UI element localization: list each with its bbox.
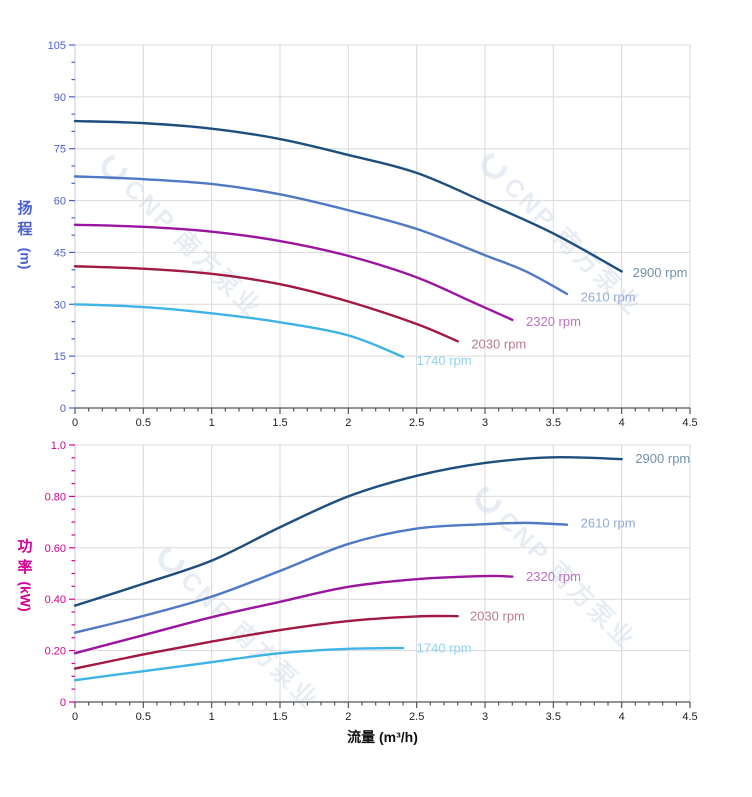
x-tick-label: 1 [209,711,215,723]
y-tick-label: 75 [54,144,66,156]
power-axis-char1: 功 [17,538,33,555]
curve-2030-rpm [73,265,459,343]
x-tick-label: 0.5 [136,711,151,723]
curve-1740-rpm [73,303,405,359]
curve-2320-rpm [73,223,514,322]
x-tick-label: 2.5 [409,711,424,723]
y-tick-label: 30 [54,299,66,311]
y-tick-label: 0.80 [45,491,66,503]
curve-2900-rpm [73,119,623,273]
head-axis-char1: 扬 [17,200,33,217]
head-axis-unit: (m) [17,247,34,270]
y-tick-label: 15 [54,351,66,363]
x-tick-label: 0.5 [136,417,151,429]
x-tick-label: 0 [72,417,78,429]
x-tick-label: 4.5 [682,711,697,723]
series-label-1740-rpm: 1740 rpm [417,353,472,368]
x-tick-label: 2 [345,711,351,723]
x-tick-label: 2 [345,417,351,429]
head-axis-char2: 程 [17,221,33,238]
series-label-2610-rpm: 2610 rpm [581,515,636,530]
power-axis-char2: 率 [17,559,33,576]
y-tick-label: 1.0 [51,440,66,452]
x-tick-label: 3 [482,711,488,723]
power-axis-title: 功 率 (kW) [8,536,42,612]
series-label-2320-rpm: 2320 rpm [526,314,581,329]
curve-1740-rpm [73,646,405,682]
y-tick-label: 0 [60,697,66,709]
curve-2610-rpm [73,521,569,634]
flow-axis-title: 流量 (m³/h) [347,729,418,745]
curve-2030-rpm [73,614,459,670]
x-tick-label: 1 [209,417,215,429]
series-label-2900-rpm: 2900 rpm [635,451,690,466]
y-tick-label: 90 [54,92,66,104]
series-label-2610-rpm: 2610 rpm [581,289,636,304]
curve-2610-rpm [73,175,569,296]
series-label-1740-rpm: 1740 rpm [417,641,472,656]
series-label-2030-rpm: 2030 rpm [471,336,526,351]
curve-2900-rpm [73,456,623,607]
x-tick-label: 1.5 [272,711,287,723]
x-tick-label: 2.5 [409,417,424,429]
series-label-2900-rpm: 2900 rpm [633,265,688,280]
y-tick-label: 0.20 [45,646,66,658]
series-label-2320-rpm: 2320 rpm [526,569,581,584]
y-tick-label: 0 [60,403,66,415]
x-tick-label: 3.5 [546,711,561,723]
x-tick-label: 4.5 [682,417,697,429]
y-tick-label: 45 [54,247,66,259]
head-axis-title: 扬 程 (m) [8,198,42,269]
x-tick-label: 1.5 [272,417,287,429]
x-tick-label: 0 [72,711,78,723]
x-tick-label: 4 [619,711,625,723]
curve-2320-rpm [73,574,514,655]
y-tick-label: 105 [48,40,66,52]
y-tick-label: 0.40 [45,594,66,606]
y-tick-label: 60 [54,196,66,208]
series-label-2030-rpm: 2030 rpm [470,609,525,624]
power-axis-unit: (kW) [17,581,34,612]
x-tick-label: 4 [619,417,625,429]
y-tick-label: 0.60 [45,543,66,555]
x-tick-label: 3.5 [546,417,561,429]
x-tick-label: 3 [482,417,488,429]
